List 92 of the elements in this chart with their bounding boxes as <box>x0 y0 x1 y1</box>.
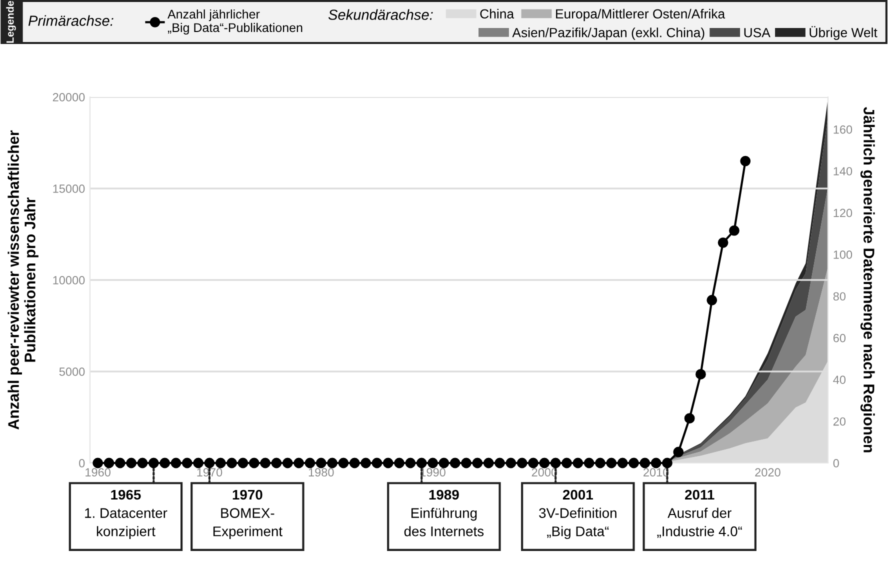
point <box>684 413 695 424</box>
point <box>170 458 182 468</box>
point <box>204 458 215 468</box>
point <box>394 458 404 468</box>
text: Primärachse: <box>28 15 114 26</box>
y-tick-label: 15000 <box>53 184 85 193</box>
point <box>506 458 516 468</box>
point <box>528 458 538 468</box>
y2-tick-label: 100 <box>834 250 852 259</box>
point <box>428 458 438 468</box>
point <box>382 458 394 468</box>
point <box>238 458 248 468</box>
legend-label: China <box>480 8 514 19</box>
point <box>148 458 159 468</box>
point <box>92 458 104 468</box>
point <box>539 458 550 468</box>
text: Sekundärachse: <box>328 9 433 20</box>
annotation: 2011 Ausruf der „Industrie 4.0“ <box>657 490 742 538</box>
y-tick-label: 0 <box>79 459 85 468</box>
point <box>606 458 617 468</box>
x-tick-label: 1980 <box>308 468 334 477</box>
point <box>260 458 270 468</box>
point <box>316 458 326 468</box>
point <box>572 458 584 468</box>
legend-label: USA <box>744 28 770 38</box>
annotation: 2001 3V-Definition „Big Data“ <box>539 490 616 540</box>
point <box>662 458 672 468</box>
point <box>271 458 282 468</box>
point <box>327 458 338 468</box>
point <box>372 458 382 468</box>
point <box>215 458 226 468</box>
legend-label: Asien/Pazifik/Japan (exkl. China) <box>512 28 704 40</box>
point <box>617 458 628 468</box>
point <box>182 458 192 468</box>
point <box>696 369 706 380</box>
point <box>718 237 728 248</box>
point <box>304 458 316 468</box>
point <box>494 458 505 468</box>
point <box>729 225 740 236</box>
point <box>673 446 684 458</box>
point <box>137 458 148 468</box>
point <box>472 458 483 468</box>
point <box>104 458 114 468</box>
point <box>450 458 460 468</box>
point <box>706 294 718 306</box>
y2-tick-label: 0 <box>833 459 839 468</box>
point <box>562 458 572 468</box>
point <box>248 458 260 468</box>
point <box>483 458 494 468</box>
legend-label: Anzahl jährlicher „Big Data“-Publikationen <box>168 9 302 35</box>
point <box>126 458 137 468</box>
annotation: 1970 BOMEX- Experiment <box>213 490 282 540</box>
point <box>438 458 450 468</box>
point <box>193 458 204 468</box>
y2-tick-label: 140 <box>834 167 852 176</box>
point <box>650 458 662 468</box>
legend-label: Europa/Mittlerer Osten/Afrika <box>556 8 726 22</box>
y-tick-label: 5000 <box>59 368 85 376</box>
y2-axis-title: Jährlich generierte Datenmenge nach Regionen <box>860 107 875 452</box>
y2-tick-label: 20 <box>833 417 846 426</box>
annotation: 1965 1. Datacenter konzipiert <box>85 490 168 540</box>
point <box>550 458 561 468</box>
text: Legende <box>6 0 16 43</box>
point <box>416 458 427 468</box>
point <box>282 458 293 468</box>
y-tick-label: 20000 <box>52 93 85 102</box>
point <box>640 458 650 468</box>
legend-label: Übrige Welt <box>810 26 878 40</box>
y2-tick-label: 80 <box>833 292 846 301</box>
point <box>349 458 360 468</box>
x-tick-label: 2020 <box>755 468 780 477</box>
point <box>516 458 528 468</box>
y-axis-title: Anzahl peer-reviewter wissenschaftlicher Publikationen pro Jahr <box>8 130 38 430</box>
point <box>360 458 371 468</box>
x-tick-label: 1960 <box>86 468 110 477</box>
point <box>584 458 594 468</box>
y2-tick-label: 40 <box>833 376 846 384</box>
annotation: 1989 Einführung des Internets <box>404 490 484 536</box>
y2-tick-label: 120 <box>834 208 852 218</box>
point <box>294 458 304 468</box>
point <box>628 458 639 468</box>
point <box>740 156 751 166</box>
point <box>114 458 126 468</box>
point <box>338 458 349 468</box>
y-tick-label: 10000 <box>53 276 85 284</box>
y2-tick-label: 60 <box>833 334 846 342</box>
point <box>595 458 606 468</box>
point <box>461 458 472 468</box>
point <box>226 458 238 468</box>
y2-tick-label: 160 <box>834 125 852 134</box>
point <box>160 458 170 468</box>
point <box>405 458 416 468</box>
